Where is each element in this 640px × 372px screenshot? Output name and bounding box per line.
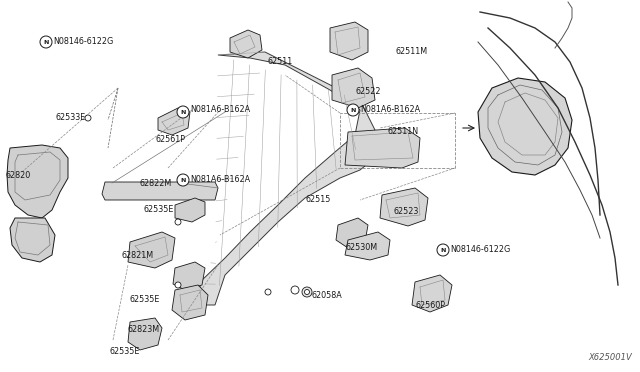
Text: N08146-6122G: N08146-6122G [450,246,510,254]
Circle shape [265,289,271,295]
Text: N: N [350,108,356,112]
Polygon shape [336,218,368,248]
Text: 62561P: 62561P [155,135,185,144]
Polygon shape [128,232,175,268]
Text: 62535E: 62535E [130,295,161,305]
Text: 62821M: 62821M [122,250,154,260]
Circle shape [177,106,189,118]
Circle shape [302,287,312,297]
Text: N: N [440,247,445,253]
Text: 62822M: 62822M [140,179,172,187]
Text: N: N [44,39,49,45]
Polygon shape [478,78,572,175]
Polygon shape [230,30,262,58]
Text: 62560P: 62560P [415,301,445,310]
Polygon shape [330,22,368,60]
Circle shape [347,104,359,116]
Circle shape [177,174,189,186]
Polygon shape [380,188,428,226]
Polygon shape [173,262,205,290]
Text: 62535E: 62535E [110,347,140,356]
Text: N081A6-B162A: N081A6-B162A [360,106,420,115]
Text: N081A6-B162A: N081A6-B162A [190,106,250,115]
Text: 62511M: 62511M [395,48,427,57]
Text: X625001V: X625001V [588,353,632,362]
Text: 62515: 62515 [305,196,330,205]
Circle shape [175,282,181,288]
Circle shape [85,115,91,121]
Polygon shape [10,218,55,262]
Text: 62058A: 62058A [312,291,343,299]
Polygon shape [128,318,162,350]
Text: 62823M: 62823M [128,326,160,334]
Circle shape [437,244,449,256]
Circle shape [291,286,299,294]
Polygon shape [345,128,420,168]
Text: 62530M: 62530M [345,244,377,253]
Polygon shape [332,68,375,108]
Text: 62511N: 62511N [388,128,419,137]
Circle shape [175,219,181,225]
Polygon shape [158,108,190,135]
Circle shape [40,36,52,48]
Text: 62820: 62820 [5,170,30,180]
Polygon shape [345,232,390,260]
Polygon shape [7,145,68,218]
Text: N081A6-B162A: N081A6-B162A [190,176,250,185]
Text: N: N [180,109,186,115]
Polygon shape [412,275,452,312]
Text: 62522: 62522 [355,87,381,96]
Text: 62533E: 62533E [56,113,86,122]
Bar [340,113,455,168]
Text: N: N [180,177,186,183]
Text: 62511: 62511 [268,58,293,67]
Polygon shape [200,52,375,305]
Text: 62535E: 62535E [143,205,173,215]
Polygon shape [175,198,205,222]
Polygon shape [102,182,218,200]
Polygon shape [172,285,208,320]
Text: N08146-6122G: N08146-6122G [53,38,113,46]
Circle shape [305,289,310,295]
Text: 62523: 62523 [393,208,419,217]
